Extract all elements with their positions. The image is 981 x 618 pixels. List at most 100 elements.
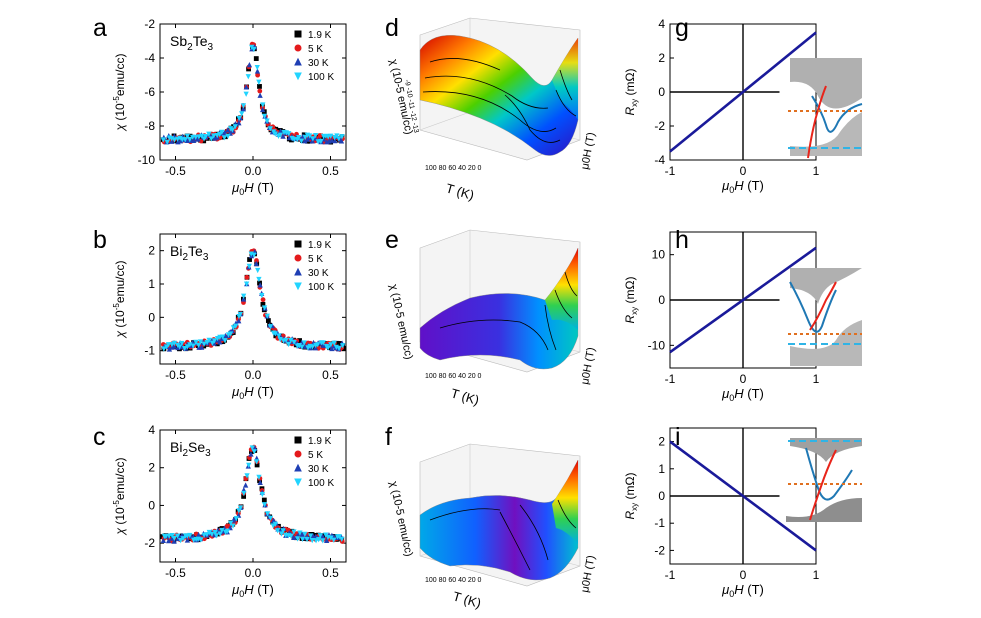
panel-c-point-3-17 (204, 532, 210, 538)
panel-a-ytick-label: -2 (144, 17, 155, 31)
panel-b-legend-marker-3 (294, 282, 302, 291)
panel-b-point-0-67 (337, 341, 342, 346)
panel-a-point-3-18 (206, 131, 212, 137)
panel-c-point-3-44 (275, 528, 281, 534)
panel-b-legend-marker-2 (294, 267, 302, 276)
panel-i-ytick-label: -1 (654, 516, 665, 530)
panel-b-ytick-label: 2 (148, 244, 155, 258)
panel-a-point-3-30 (239, 111, 245, 117)
panel-h-ytick-label: 0 (658, 293, 665, 307)
panel-a-point-3-35 (251, 46, 257, 53)
panel-d-hlabel: μ0H (T) (579, 131, 597, 170)
panel-c-xtick-label: 0.5 (322, 566, 339, 580)
panel-h-xlabel: μ0H (T) (721, 386, 764, 403)
panel-c-point-3-30 (237, 505, 244, 511)
panel-a-ytick-label: -4 (144, 51, 155, 65)
panel-b-point-3-14 (195, 342, 202, 348)
panel-g-chart: -1 0 1 -4 -2 0 2 4 μ0H (T) Rxy (mΩ) (623, 17, 820, 195)
panel-a-point-2-25 (225, 127, 231, 133)
panel-c-legend-label-2: 30 K (308, 464, 329, 475)
panel-g-band-inset (788, 58, 863, 159)
panel-a-point-2-46 (280, 133, 286, 139)
panel-a-ytick-label: -10 (138, 153, 156, 167)
panel-c-point-3-2 (163, 533, 169, 540)
panel-a-point-3-52 (296, 135, 302, 141)
panel-c-point-2-62 (324, 537, 330, 544)
panel-a-point-2-65 (332, 137, 338, 144)
panel-b-xtick-label: 0.5 (322, 368, 339, 382)
panel-b-point-3-44 (276, 333, 282, 339)
panel-letter-d: d (385, 14, 399, 42)
panel-c-point-2-14 (195, 531, 202, 538)
panel-a-point-3-64 (328, 133, 334, 139)
panel-c-point-2-34 (248, 451, 254, 457)
panel-b-point-3-37 (256, 276, 262, 283)
panel-a-legend-label-0: 1.9 K (308, 30, 332, 41)
panel-c-point-2-61 (320, 533, 326, 540)
panel-f-tlabel: T (K) (451, 588, 483, 610)
panel-c-point-3-61 (320, 538, 326, 544)
panel-a-point-2-32 (243, 84, 249, 90)
panel-c-point-3-39 (261, 502, 268, 508)
panel-c-point-2-5 (171, 538, 177, 544)
panel-b-point-3-40 (264, 313, 270, 319)
panel-b-point-2-31 (240, 296, 247, 302)
panel-g-hall-line (669, 31, 817, 153)
panel-c-xlabel: μ0H (T) (231, 582, 274, 599)
panel-a-material-label: Sb2Te3 (170, 33, 213, 53)
panel-b-point-3-63 (325, 345, 331, 351)
panel-a-point-2-14 (195, 136, 201, 142)
panel-c-point-3-5 (171, 535, 177, 542)
panel-c-point-3-22 (217, 531, 223, 537)
panel-e-hlabel: μ0H (T) (579, 346, 597, 385)
panel-letter-f: f (385, 423, 392, 451)
panel-c-point-3-35 (251, 449, 257, 455)
panel-g-ytick-label: 2 (658, 51, 665, 65)
panel-e-tick-t: 100 80 60 40 20 0 (425, 373, 482, 380)
panel-c-point-3-46 (280, 528, 286, 534)
panel-c-point-3-31 (241, 490, 247, 497)
panel-a-point-3-22 (217, 131, 223, 138)
panel-c-point-3-28 (233, 516, 239, 522)
panel-a-point-3-48 (286, 131, 292, 137)
panel-b-xlabel: μ0H (T) (231, 384, 274, 401)
panel-a-point-0-11 (187, 133, 193, 139)
panel-c-point-3-18 (206, 529, 212, 536)
panel-b-point-3-41 (267, 324, 274, 330)
panel-c-point-2-50 (291, 534, 297, 541)
panel-c-point-0-36 (254, 462, 260, 468)
panel-a-point-2-57 (309, 138, 315, 144)
panel-b-point-3-61 (320, 340, 326, 346)
panel-a-point-3-9 (182, 137, 188, 143)
panel-g-ytick-label: 4 (658, 17, 665, 31)
panel-b-point-0-37 (257, 280, 262, 286)
panel-a-point-2-37 (257, 92, 263, 98)
panel-a-point-3-57 (310, 136, 316, 142)
panel-i-xtick-label: 1 (813, 568, 820, 582)
panel-a-point-3-67 (336, 136, 342, 142)
panel-a-point-3-39 (261, 113, 268, 120)
panel-c-point-3-15 (198, 537, 204, 543)
panel-a-point-3-58 (312, 132, 319, 139)
panel-a-point-2-31 (240, 106, 246, 112)
panel-c-point-3-56 (307, 533, 314, 539)
panel-a-xtick-label: -0.5 (165, 164, 186, 178)
panel-b-point-3-1 (161, 346, 167, 352)
panel-g-ytick-label: -4 (654, 153, 665, 167)
panel-a-point-3-66 (334, 133, 340, 139)
panel-b-point-3-38 (259, 292, 265, 299)
panel-b-point-3-39 (261, 305, 268, 311)
panel-f-zlabel: χ (10-5 emu/cc) (387, 480, 415, 558)
panel-b-ytick-label: 1 (148, 277, 155, 291)
panel-c-legend-label-0: 1.9 K (308, 436, 332, 447)
panel-a-point-2-36 (254, 68, 261, 74)
panel-a-xlabel: μ0H (T) (231, 180, 274, 197)
panel-c-point-3-65 (331, 537, 337, 543)
panel-b-point-2-15 (199, 344, 205, 350)
panel-b-legend-label-2: 30 K (308, 268, 329, 279)
panel-h-ytick-label: 10 (652, 248, 666, 262)
panel-b-legend-label-1: 5 K (308, 254, 323, 265)
panel-a-point-3-11 (187, 136, 193, 143)
panel-a-legend-marker-3 (294, 72, 302, 81)
panel-i-xtick-label: 0 (740, 568, 747, 582)
